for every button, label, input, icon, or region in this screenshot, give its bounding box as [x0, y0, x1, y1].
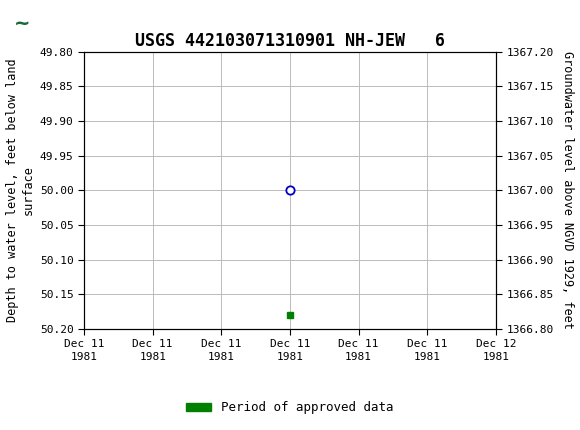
Y-axis label: Depth to water level, feet below land
surface: Depth to water level, feet below land su…: [6, 58, 34, 322]
Text: USGS 442103071310901 NH-JEW   6: USGS 442103071310901 NH-JEW 6: [135, 32, 445, 50]
Text: ~: ~: [14, 14, 30, 33]
Bar: [5, 5, 40, 40]
Text: USGS: USGS: [48, 11, 125, 35]
Y-axis label: Groundwater level above NGVD 1929, feet: Groundwater level above NGVD 1929, feet: [560, 51, 574, 329]
Legend: Period of approved data: Period of approved data: [181, 396, 399, 419]
